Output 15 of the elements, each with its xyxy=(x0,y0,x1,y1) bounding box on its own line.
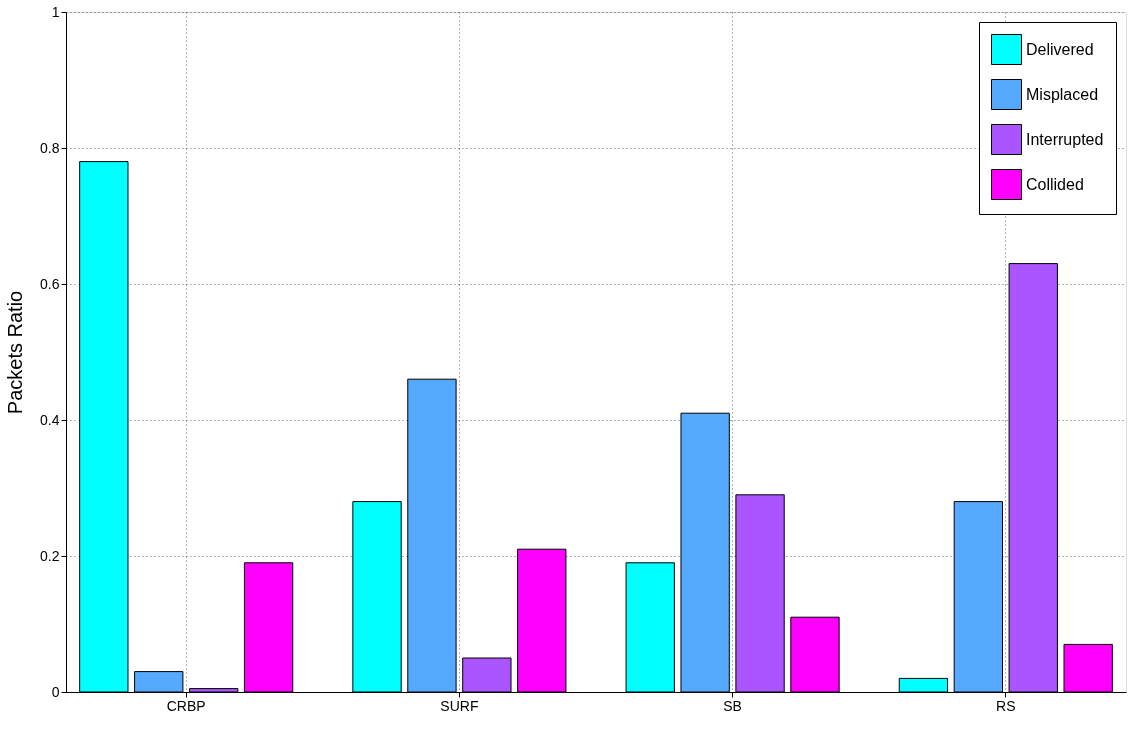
y-tick-label: 0.2 xyxy=(40,547,60,564)
legend-label: Collided xyxy=(1026,175,1084,193)
x-tick-label: RS xyxy=(996,697,1016,714)
y-tick-label: 0.4 xyxy=(40,411,60,428)
legend-label: Delivered xyxy=(1026,40,1094,58)
y-tick-label: 0.8 xyxy=(40,139,60,156)
legend-label: Interrupted xyxy=(1026,130,1104,148)
y-axis-title: Packets Ratio xyxy=(4,290,27,415)
x-tick-label: SURF xyxy=(440,697,479,714)
y-tick-label: 0 xyxy=(51,683,60,700)
y-tick-label: 1 xyxy=(51,3,60,20)
x-tick-label: SB xyxy=(723,697,742,714)
x-tick-label: CRBP xyxy=(166,697,206,714)
y-tick-label: 0.6 xyxy=(40,275,60,292)
legend-label: Misplaced xyxy=(1026,85,1099,103)
